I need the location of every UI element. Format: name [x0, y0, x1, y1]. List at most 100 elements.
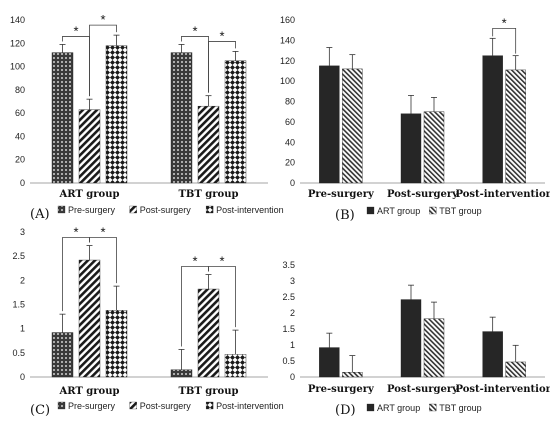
- y-tick-label: 120: [280, 56, 295, 66]
- bar: [423, 111, 445, 184]
- bar: [505, 69, 526, 184]
- y-tick-label: 2: [20, 275, 25, 285]
- bar: [482, 331, 503, 378]
- legend-swatch: [366, 403, 375, 412]
- panel-label: (C): [30, 403, 50, 418]
- bar: [78, 109, 101, 184]
- legend-swatch: [429, 403, 437, 412]
- significance-bracket: [89, 24, 117, 97]
- bar: [319, 347, 340, 378]
- legend-entry: Pre-surgery: [68, 401, 116, 411]
- chart-panel-4: 0 0.5 1 1.5 2 2.5 3 3.5 Pre-surgery Post-surgeryP…: [282, 260, 550, 418]
- y-tick-label: 1.5: [282, 324, 295, 334]
- bar: [482, 55, 503, 184]
- legend-entry: Post-surgery: [140, 401, 192, 411]
- category-label: TBT group: [178, 189, 238, 200]
- category-label: ART group: [58, 189, 119, 200]
- y-tick-label: 120: [10, 38, 25, 48]
- legend-entry: Post-surgery: [140, 205, 192, 215]
- legend-swatch: [205, 205, 214, 214]
- legend-swatch: [129, 205, 137, 214]
- category-label: Pre-surgery: [308, 189, 375, 200]
- y-tick-label: 160: [280, 15, 295, 25]
- y-tick-label: 3: [20, 227, 25, 237]
- bar: [105, 310, 128, 378]
- y-tick-label: 2.5: [12, 251, 25, 261]
- legend-swatch: [366, 206, 375, 215]
- y-tick-label: 100: [280, 76, 295, 86]
- category-label: Post-intervention: [455, 384, 550, 395]
- panel-label: (B): [335, 208, 355, 223]
- bar: [197, 105, 220, 184]
- panel-label: (D): [335, 403, 356, 418]
- significance-bracket: [89, 237, 117, 284]
- legend-swatch: [429, 206, 437, 215]
- chart-panel-3: 0 0.5 1 1.5 2 2.5 3 ART group TBT group * * * * (C) Pr…: [12, 225, 283, 418]
- category-label: TBT group: [178, 386, 238, 397]
- y-tick-label: 140: [280, 35, 295, 45]
- bar: [170, 52, 193, 184]
- y-tick-label: 40: [15, 131, 25, 141]
- y-tick-label: 60: [285, 117, 295, 127]
- y-tick-label: 0: [290, 372, 295, 382]
- chart-panel-2: 0 20 40 60 80 100 120 140 160 Pre-surgery Post-sur…: [280, 15, 550, 223]
- y-tick-label: 1: [20, 324, 25, 334]
- y-tick-label: 0.5: [282, 356, 295, 366]
- y-tick-label: 140: [10, 15, 25, 25]
- legend-entry: Pre-surgery: [68, 205, 116, 215]
- y-tick-label: 0: [290, 178, 295, 188]
- y-tick-label: 100: [10, 62, 25, 72]
- category-label: Pre-surgery: [308, 384, 375, 395]
- y-tick-label: 20: [15, 155, 25, 165]
- legend-entry: Post-intervention: [216, 401, 284, 411]
- significance-star: *: [192, 23, 197, 38]
- bar: [400, 113, 422, 184]
- significance-star: *: [100, 225, 105, 240]
- y-tick-label: 3.5: [282, 260, 295, 270]
- category-label: Post-surgery: [387, 189, 459, 200]
- y-tick-label: 3: [290, 276, 295, 286]
- chart-panel-1: 0 20 40 60 80 100 120 140 ART group TBT group * * * *…: [10, 12, 284, 222]
- category-label: Post-intervention: [455, 189, 550, 200]
- legend-swatch: [57, 401, 66, 410]
- legend-swatch: [205, 401, 214, 410]
- y-tick-label: 60: [15, 108, 25, 118]
- bar: [78, 259, 101, 378]
- significance-star: *: [100, 12, 105, 27]
- significance-bracket: [208, 266, 236, 328]
- y-tick-label: 0: [20, 372, 25, 382]
- significance-bracket: [492, 27, 517, 54]
- legend-entry: ART group: [377, 206, 420, 216]
- significance-star: *: [219, 254, 224, 269]
- significance-star: *: [502, 15, 507, 30]
- legend-entry: ART group: [377, 403, 420, 413]
- y-tick-label: 2: [290, 308, 295, 318]
- y-tick-label: 0: [20, 178, 25, 188]
- bar: [400, 299, 422, 378]
- bar: [224, 354, 247, 378]
- significance-bracket: [208, 41, 236, 93]
- legend-swatch: [57, 205, 66, 214]
- significance-star: *: [192, 254, 197, 269]
- y-tick-label: 1: [290, 340, 295, 350]
- y-tick-label: 80: [15, 85, 25, 95]
- legend-swatch: [129, 401, 137, 410]
- bar: [505, 361, 526, 378]
- legend-entry: TBT group: [439, 403, 481, 413]
- bar: [342, 372, 363, 378]
- y-tick-label: 1.5: [12, 300, 25, 310]
- legend-entry: Post-intervention: [216, 205, 284, 215]
- significance-star: *: [73, 23, 78, 38]
- y-tick-label: 80: [285, 97, 295, 107]
- y-tick-label: 20: [285, 158, 295, 168]
- category-label: ART group: [58, 386, 119, 397]
- bar: [224, 60, 247, 184]
- significance-star: *: [73, 225, 78, 240]
- y-tick-label: 2.5: [282, 292, 295, 302]
- category-label: Post-surgery: [387, 384, 459, 395]
- bar: [105, 45, 128, 184]
- bar: [423, 318, 445, 378]
- bar: [51, 52, 74, 184]
- bar: [197, 288, 220, 378]
